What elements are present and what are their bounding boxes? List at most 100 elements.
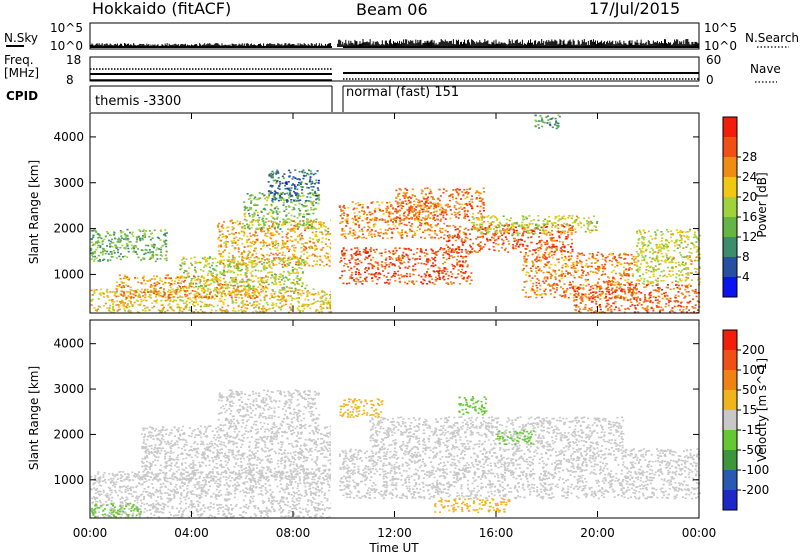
scatter-cell xyxy=(230,296,233,299)
scatter-cell xyxy=(242,263,244,265)
scatter-cell xyxy=(523,240,526,243)
scatter-cell xyxy=(178,309,181,312)
scatter-cell xyxy=(266,262,268,264)
scatter-cell xyxy=(195,300,198,302)
scatter-cell xyxy=(412,253,415,255)
scatter-cell xyxy=(445,250,448,253)
scatter-cell xyxy=(145,230,148,232)
scatter-cell xyxy=(327,231,330,233)
scatter-cell xyxy=(353,279,355,281)
scatter-cell xyxy=(507,240,510,242)
scatter-cell xyxy=(300,277,303,279)
scatter-cell xyxy=(110,253,113,255)
scatter-cell xyxy=(442,212,445,214)
scatter-cell xyxy=(294,289,297,291)
scatter-cell xyxy=(429,229,432,232)
scatter-cell xyxy=(444,211,447,214)
scatter-cell xyxy=(561,246,564,248)
scatter-cell xyxy=(398,247,401,249)
scatter-cell xyxy=(283,241,286,244)
scatter-cell xyxy=(182,281,185,283)
scatter-cell xyxy=(329,294,331,296)
scatter-cell xyxy=(218,228,221,231)
scatter-cell xyxy=(317,227,320,230)
scatter-cell xyxy=(228,294,231,297)
scatter-cell xyxy=(461,203,464,206)
scatter-cell xyxy=(426,187,429,189)
scatter-cell xyxy=(135,246,138,248)
scatter-cell xyxy=(271,241,274,244)
scatter-cell xyxy=(304,249,307,251)
scatter-cell xyxy=(260,270,263,272)
scatter-cell xyxy=(93,229,96,231)
scatter-cell xyxy=(278,252,281,254)
scatter-cell xyxy=(233,284,236,287)
scatter-cell xyxy=(274,278,277,281)
scatter-cell xyxy=(428,274,430,276)
scatter-cell xyxy=(243,285,246,288)
scatter-cell xyxy=(284,264,286,266)
scatter-cell xyxy=(501,243,504,246)
scatter-cell xyxy=(128,305,131,308)
scatter-cell xyxy=(419,204,422,207)
scatter-cell xyxy=(184,291,187,293)
scatter-cell xyxy=(371,266,374,268)
scatter-cell xyxy=(206,257,209,260)
scatter-cell xyxy=(219,234,222,237)
scatter-cell xyxy=(270,293,273,295)
scatter-cell xyxy=(464,191,467,194)
scatter-cell xyxy=(188,282,191,285)
scatter-cell xyxy=(386,201,389,204)
scatter-cell xyxy=(153,278,156,280)
scatter-cell xyxy=(264,290,267,293)
scatter-cell xyxy=(247,283,250,286)
scatter-cell xyxy=(475,251,478,253)
scatter-cell xyxy=(435,205,438,207)
scatter-cell xyxy=(270,271,273,273)
scatter-cell xyxy=(123,294,126,297)
scatter-cell xyxy=(223,259,226,261)
scatter-cell xyxy=(464,209,466,212)
scatter-cell xyxy=(246,193,249,195)
scatter-cell xyxy=(220,225,223,228)
scatter-cell xyxy=(298,288,301,291)
scatter-cell xyxy=(250,226,253,229)
scatter-cell xyxy=(240,268,243,271)
scatter-cell xyxy=(183,276,186,278)
scatter-cell xyxy=(446,282,449,284)
scatter-cell xyxy=(456,188,459,190)
scatter-cell xyxy=(270,267,273,270)
scatter-cell xyxy=(122,291,125,294)
scatter-cell xyxy=(297,196,299,198)
scatter-cell xyxy=(405,272,408,275)
scatter-cell xyxy=(347,207,350,209)
scatter-cell xyxy=(326,245,329,248)
scatter-cell xyxy=(225,246,228,248)
scatter-cell xyxy=(253,257,256,259)
scatter-cell xyxy=(227,266,230,268)
scatter-cell xyxy=(381,265,384,268)
scatter-cell xyxy=(286,192,289,195)
scatter-cell xyxy=(306,172,309,175)
scatter-cell xyxy=(260,211,263,213)
scatter-cell xyxy=(340,257,342,259)
scatter-cell xyxy=(183,263,186,265)
scatter-cell xyxy=(435,225,438,227)
scatter-cell xyxy=(307,299,310,301)
scatter-cell xyxy=(302,222,305,225)
scatter-cell xyxy=(526,245,529,247)
scatter-cell xyxy=(452,198,455,200)
scatter-cell xyxy=(507,251,510,253)
scatter-cell xyxy=(266,287,269,289)
scatter-cell xyxy=(400,259,403,262)
scatter-cell xyxy=(302,220,305,222)
scatter-cell xyxy=(210,297,213,300)
scatter-cell xyxy=(416,248,419,250)
scatter-cell xyxy=(203,280,206,282)
scatter-cell xyxy=(159,229,162,231)
scatter-cell xyxy=(175,277,178,280)
scatter-cell xyxy=(424,229,426,232)
nsky-tick-bottom: 10^0 xyxy=(50,39,83,53)
scatter-cell xyxy=(101,292,104,294)
scatter-cell xyxy=(287,264,290,267)
